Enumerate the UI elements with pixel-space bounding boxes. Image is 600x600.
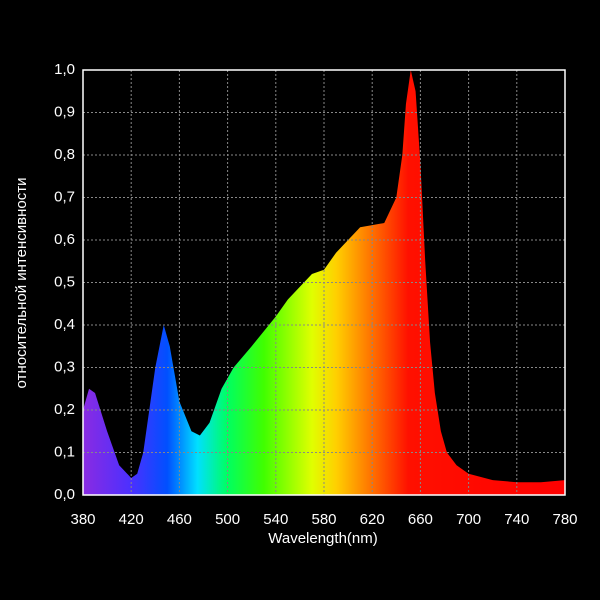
x-tick-label: 380 (70, 511, 95, 528)
x-tick-label: 620 (360, 511, 385, 528)
y-tick-label: 0,3 (54, 358, 75, 375)
y-tick-label: 0,6 (54, 231, 75, 248)
x-tick-label: 780 (552, 511, 577, 528)
y-tick-label: 0,9 (54, 103, 75, 120)
plot-border (82, 69, 566, 496)
x-tick-label: 580 (311, 511, 336, 528)
y-tick-label: 0,2 (54, 401, 75, 418)
x-tick-label: 660 (408, 511, 433, 528)
y-tick-label: 0,0 (54, 486, 75, 503)
y-tick-label: 0,8 (54, 146, 75, 163)
y-tick-label: 0,1 (54, 443, 75, 460)
x-tick-label: 540 (263, 511, 288, 528)
x-tick-label: 740 (504, 511, 529, 528)
y-tick-label: 0,7 (54, 188, 75, 205)
y-axis-label: относительной интенсивности (13, 178, 30, 389)
x-tick-label: 700 (456, 511, 481, 528)
x-tick-label: 420 (119, 511, 144, 528)
y-tick-label: 0,4 (54, 316, 75, 333)
y-tick-label: 0,5 (54, 273, 75, 290)
y-tick-label: 1,0 (54, 61, 75, 78)
x-axis-label: Wavelength(nm) (268, 530, 377, 547)
x-tick-label: 500 (215, 511, 240, 528)
x-tick-label: 460 (167, 511, 192, 528)
